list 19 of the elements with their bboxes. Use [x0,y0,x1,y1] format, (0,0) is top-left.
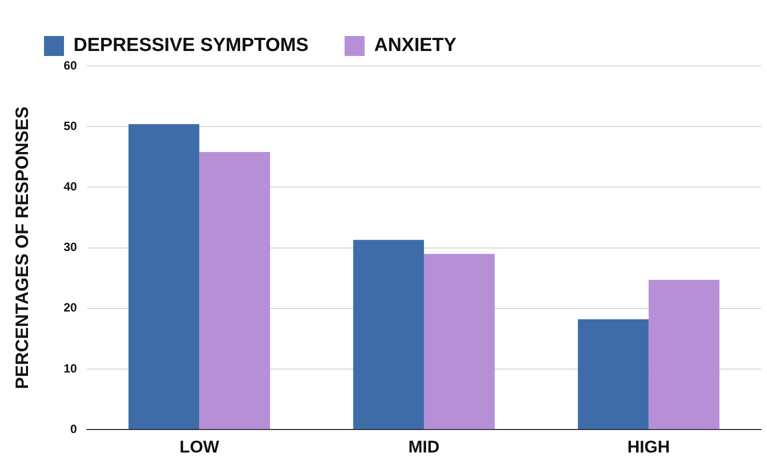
bar [353,240,424,430]
y-tick-label: 20 [64,300,78,315]
y-tick-label: 50 [64,118,78,133]
bar [424,254,495,430]
y-tick-label: 10 [64,361,78,376]
y-tick-label: 0 [70,422,78,436]
x-tick-label: MID [408,437,440,456]
bar [648,280,720,430]
legend-label: DEPRESSIVE SYMPTOMS [74,35,309,56]
y-tick-label: 30 [64,240,78,254]
x-tick-label: LOW [179,437,220,456]
y-axis-title: PERCENTAGES OF RESPONSES [12,106,32,390]
bar [199,152,270,430]
y-tick-label: 40 [64,180,78,194]
legend-label: ANXIETY [374,35,457,56]
y-tick-label: 60 [64,58,78,72]
bar [578,319,649,430]
x-tick-label: HIGH [627,437,670,456]
bar [128,124,200,430]
